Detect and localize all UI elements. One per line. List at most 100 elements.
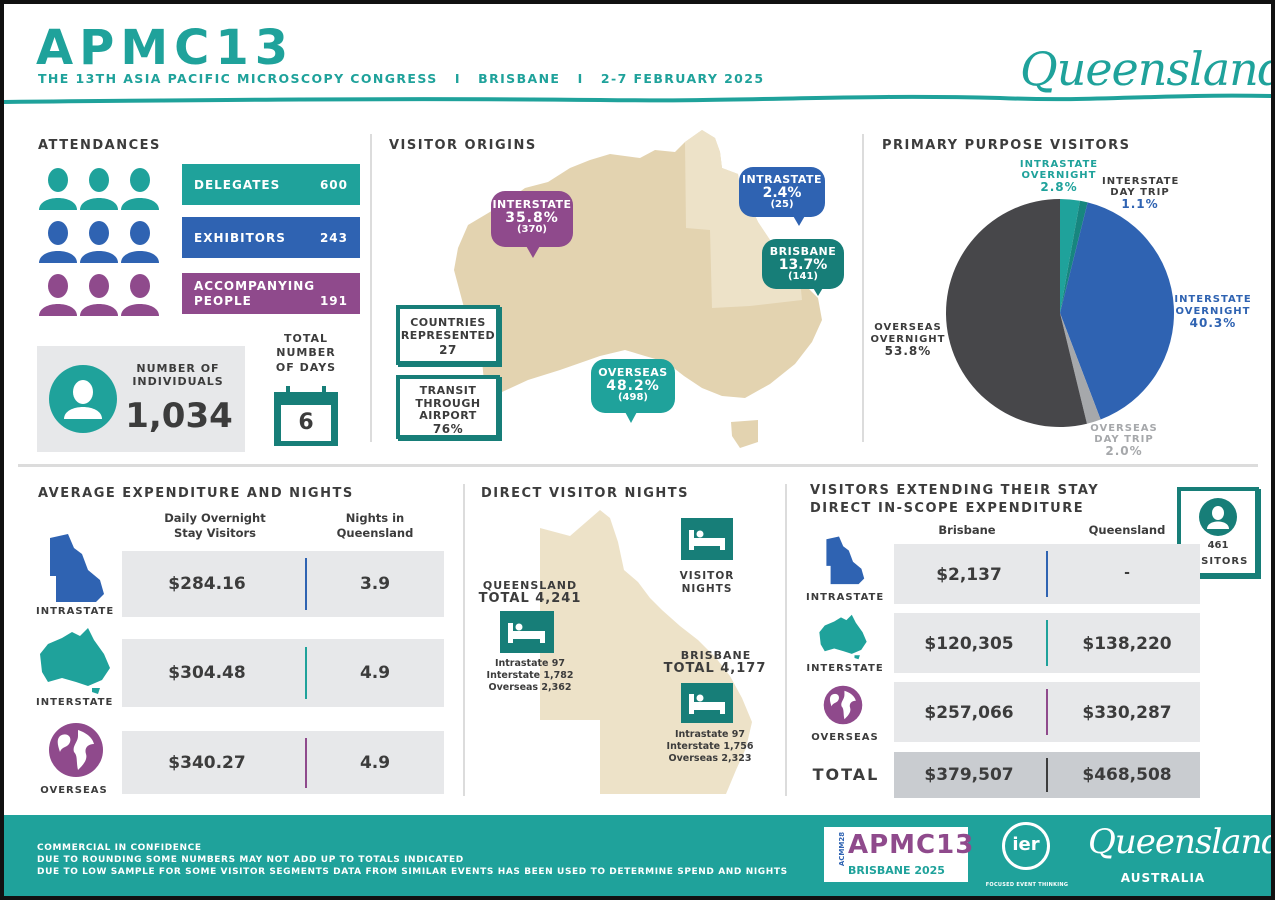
ext-brisbane-interstate: $120,305 [924,634,1014,654]
bubble-intrastate: INTRASTATE 2.4% (25) [739,167,825,217]
queensland-map-icon-ext [826,536,865,585]
interstate-label: INTERSTATE [492,198,572,211]
ier-logo-circle [1002,822,1050,870]
accompanying-value: 191 [319,294,348,308]
transit-value: 76% [432,421,464,436]
ext-label-intrastate: INTRASTATE [806,592,885,603]
qld-total: TOTAL 4,241 [478,591,582,606]
queensland-map-icon [50,534,104,602]
queensland-footer-logo: Queensland [1088,822,1275,862]
nights-title: DIRECT VISITOR NIGHTS [481,486,690,501]
interstate-pct: 35.8% [505,209,559,226]
pie-slice-interstate-overnight [1060,202,1174,420]
intrastate-pct: 2.4% [762,184,802,201]
brisbane-count: (141) [787,271,818,283]
ext-divider-total [1046,758,1048,792]
bed-icon-qld [500,611,554,653]
overseas-label: OVERSEAS [598,366,668,379]
calendar-icon [274,386,338,446]
queensland-map [540,510,752,794]
divider-bottom-left [463,484,465,796]
bubble-overseas: OVERSEAS 48.2% (498) [591,359,675,413]
visitor-person-icon [1199,498,1237,536]
exp-divider-intrastate [305,558,307,610]
days-label: TOTAL NUMBER OF DAYS [275,332,337,374]
exp-spend-overseas: $340.27 [168,753,246,773]
visitor-origins-title: VISITOR ORIGINS [389,138,537,153]
ext-col1-header: Brisbane [938,523,996,537]
pie-slice-interstate-day-trip [1060,200,1088,313]
bubble-intrastate-tail [792,214,806,226]
divider-top-right [862,134,864,442]
footer [0,815,1275,900]
accompanying-bar: ACCOMPANYING PEOPLE 191 [182,273,360,314]
countries-label: COUNTRIES REPRESENTED [400,316,496,342]
bne-breakdown: Intrastate 97 Interstate 1,756 Overseas … [666,729,754,764]
expenditure-title: AVERAGE EXPENDITURE AND NIGHTS [38,486,354,501]
bed-icon-legend [681,518,733,560]
brisbane-label: BRISBANE [769,245,837,258]
ext-queensland-interstate: $138,220 [1082,634,1172,654]
overseas-pct: 48.2% [606,377,660,394]
bubble-brisbane: BRISBANE 13.7% (141) [762,239,844,289]
attendances-title: ATTENDANCES [38,138,161,153]
page-title: APMC13 [36,20,295,76]
qld-label: QUEENSLAND [482,579,578,592]
brisbane-pct: 13.7% [778,256,828,273]
pie-label-overseas-daytrip: OVERSEAS DAY TRIP 2.0% [1090,423,1158,458]
days-value: 6 [298,410,314,435]
intrastate-label: INTRASTATE [741,173,823,186]
individuals-value: 1,034 [125,396,233,436]
chart-title: PRIMARY PURPOSE VISITORS [882,138,1131,153]
exp-spend-interstate: $304.48 [168,663,246,683]
page-subtitle: THE 13TH ASIA PACIFIC MICROSCOPY CONGRES… [38,71,765,86]
pie-chart [946,199,1174,427]
ier-logo: ier [1012,834,1040,855]
pie-slice-intrastate-overnight [1060,199,1080,313]
brand-logo-queensland: Queensland [1020,42,1275,96]
ext-total-brisbane: $379,507 [924,765,1014,785]
exp-divider-interstate [305,647,307,699]
apmc-logo: ACMM28 APMC13 BRISBANE 2025 [824,827,973,882]
exp-divider-overseas [305,738,307,788]
bubble-interstate-tail [525,244,541,258]
visitors-badge-value: 461 [1207,540,1229,551]
bed-icon-bne [681,683,733,723]
exp-label-interstate: INTERSTATE [36,697,114,708]
pie-slice-overseas-day-trip [1060,313,1101,424]
pie-label-overseas-overnight: OVERSEAS OVERNIGHT 53.8% [870,322,946,358]
ext-label-overseas: OVERSEAS [811,732,879,743]
ext-total-queensland: $468,508 [1082,765,1172,785]
apmc-logo-side: ACMM28 [838,831,847,867]
interstate-count: (370) [516,224,547,236]
exhibitors-label: EXHIBITORS [194,230,286,245]
accompanying-label: ACCOMPANYING PEOPLE [194,279,316,308]
bubble-overseas-tail [624,410,638,423]
ext-divider-overseas [1046,689,1048,735]
delegates-value: 600 [319,177,348,192]
visitors-badge-label: VISITORS [1187,556,1249,567]
divider-bottom-right [785,484,787,796]
globe-icon-overseas [49,723,103,777]
apmc-logo-main: APMC13 [848,830,975,860]
transit-box: TRANSIT THROUGH AIRPORT 76% [396,375,500,439]
exp-label-intrastate: INTRASTATE [36,606,115,617]
ext-divider-interstate [1046,620,1048,666]
delegate-people-icons [39,168,159,316]
ext-queensland-intrastate: - [1124,565,1130,581]
expenditure-col2-header: Nights in Queensland [336,511,414,540]
ext-total-label: TOTAL [812,765,880,784]
exhibitors-bar: EXHIBITORS 243 [182,217,360,258]
australia-icon-ext [819,614,867,660]
ext-divider-intrastate [1046,551,1048,597]
nights-legend-label: VISITOR NIGHTS [679,570,735,595]
australia-icon-interstate [40,628,110,694]
exp-label-overseas: OVERSEAS [40,785,108,796]
bne-total: TOTAL 4,177 [663,661,767,676]
qld-breakdown: Intrastate 97 Interstate 1,782 Overseas … [486,658,574,693]
delegates-label: DELEGATES [194,177,281,192]
individuals-label: NUMBER OF INDIVIDUALS [132,362,224,389]
exp-spend-intrastate: $284.16 [168,574,246,594]
exp-row-intrastate [122,551,444,617]
ext-label-interstate: INTERSTATE [806,663,884,674]
